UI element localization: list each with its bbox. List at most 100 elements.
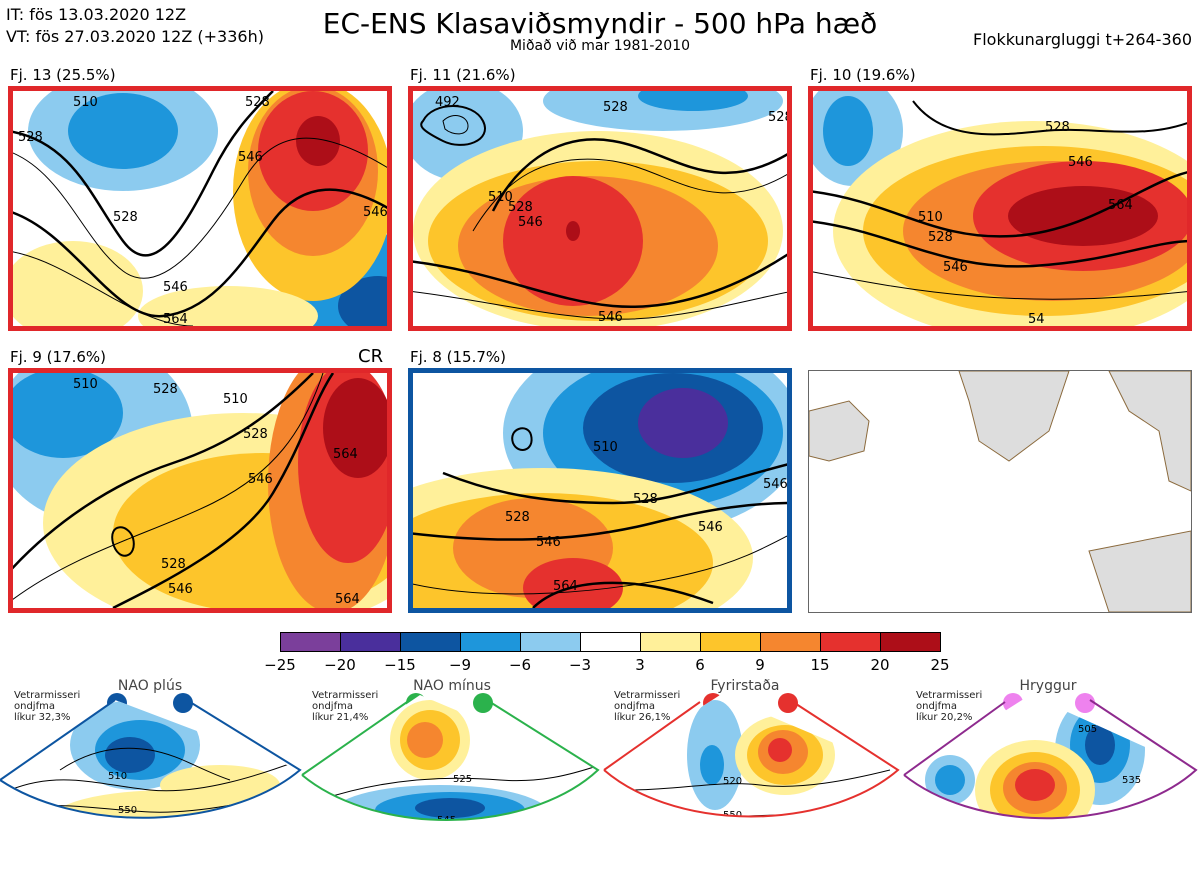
- colorbar-cell: [340, 632, 401, 652]
- contour-label: 510: [73, 377, 98, 392]
- regime-title-3: Fyrirstaða: [710, 678, 780, 694]
- contour-label: 564: [163, 312, 188, 326]
- empty-map-svg: [808, 370, 1192, 613]
- contour-label: 528: [928, 230, 953, 245]
- contour-label: 528: [603, 100, 628, 115]
- contour-label: 528: [245, 95, 270, 110]
- map-panel-5: 510 528 546 546 564 528 546: [408, 368, 792, 613]
- regime-note-4: Vetrarmisseri ondjfma líkur 20,2%: [916, 690, 982, 723]
- map-panel-1-svg: 510 528 546 528 546 564 546 528: [13, 91, 387, 326]
- map-panel-2-svg: 492 528 510 528 546 528 546: [413, 91, 787, 326]
- regime-contour-label: 520: [723, 776, 742, 787]
- regime-dot: [473, 693, 493, 713]
- regime-contour-label: 505: [1078, 724, 1097, 735]
- colorbar-cell: [280, 632, 341, 652]
- colorbar-cell: [580, 632, 641, 652]
- regime-contour-label: 510: [108, 771, 127, 782]
- map-panel-empty: [808, 370, 1192, 613]
- contour-label: 528: [161, 557, 186, 572]
- regime-contour-label: 560: [738, 833, 757, 844]
- regime-dot: [778, 693, 798, 713]
- contour-label: 54: [1028, 312, 1045, 326]
- contour-label: 528: [18, 130, 43, 145]
- regime-dot: [173, 693, 193, 713]
- map-panel-3: 528 546 510 528 546 564 54: [808, 86, 1192, 331]
- map-panel-4-svg: 510 528 510 528 546 564 528 546 564: [13, 373, 387, 608]
- regime-map-3: 520 550 560: [604, 695, 898, 844]
- contour-label: 564: [553, 579, 578, 594]
- contour-label: 546: [168, 582, 193, 597]
- colorbar-tick-label: −3: [568, 656, 592, 674]
- colorbar-tick-label: 25: [930, 656, 950, 674]
- colorbar-tick-label: −9: [448, 656, 472, 674]
- cr-label: CR: [358, 346, 384, 367]
- regime-frame-3: [603, 699, 900, 818]
- init-time: IT: fös 13.03.2020 12Z: [6, 5, 187, 24]
- regime-map-2: 525 545 565: [302, 695, 598, 861]
- colorbar-cell: [700, 632, 761, 652]
- contour-label: 546: [763, 477, 787, 492]
- contour-label: 528: [153, 382, 178, 397]
- map-panel-4: 510 528 510 528 546 564 528 546 564: [8, 368, 392, 613]
- header-times: IT: fös 13.03.2020 12Z VT: fös 27.03.202…: [6, 4, 264, 48]
- regime-note-line: ondjfma: [614, 701, 655, 712]
- contour-label: 546: [536, 535, 561, 550]
- colorbar-tick-label: 15: [810, 656, 830, 674]
- regime-note-line: Vetrarmisseri: [312, 690, 379, 701]
- colorbar-cell: [760, 632, 821, 652]
- contour-label: 564: [1108, 198, 1133, 213]
- colorbar-cell: [460, 632, 521, 652]
- panel-label-5: Fj. 8 (15.7%): [410, 348, 506, 366]
- map-panel-5-svg: 510 528 546 546 564 528 546: [413, 373, 787, 608]
- colorbar-tick-label: −6: [508, 656, 532, 674]
- colorbar-tick-label: −25: [264, 656, 296, 674]
- panel-label-4: Fj. 9 (17.6%): [10, 348, 106, 366]
- contour-label: 546: [363, 205, 387, 220]
- regime-contour-label: 535: [1122, 775, 1141, 786]
- colorbar-cell: [640, 632, 701, 652]
- regime-note-1: Vetrarmisseri ondjfma líkur 32,3%: [14, 690, 80, 723]
- colorbar-tick-label: 3: [635, 656, 645, 674]
- regime-note-line: líkur 32,3%: [14, 712, 71, 723]
- contour-label: 564: [333, 447, 358, 462]
- contour-label: 528: [505, 510, 530, 525]
- map-panel-2: 492 528 510 528 546 528 546: [408, 86, 792, 331]
- contour-label: 528: [633, 492, 658, 507]
- colorbar-cell: [520, 632, 581, 652]
- contour-label: 546: [248, 472, 273, 487]
- contour-label: 528: [768, 110, 787, 125]
- colorbar-tick-label: 9: [755, 656, 765, 674]
- regime-note-line: ondjfma: [916, 701, 957, 712]
- contour-label: 492: [435, 95, 460, 110]
- regime-map-1: 510 550: [0, 700, 300, 818]
- regime-note-line: líkur 20,2%: [916, 712, 973, 723]
- contour-label: 546: [163, 280, 188, 295]
- map-panel-1: 510 528 546 528 546 564 546 528: [8, 86, 392, 331]
- colorbar-cell: [880, 632, 941, 652]
- regime-note-line: ondjfma: [312, 701, 353, 712]
- colorbar-tick-label: −20: [324, 656, 356, 674]
- regime-frame-1: [0, 699, 302, 819]
- regime-note-3: Vetrarmisseri ondjfma líkur 26,1%: [614, 690, 680, 723]
- regime-map-4: 505 535 560: [904, 695, 1196, 819]
- contour-label: 546: [518, 215, 543, 230]
- colorbar-cell: [400, 632, 461, 652]
- page-title: EC-ENS Klasaviðsmyndir - 500 hPa hæð: [322, 7, 878, 40]
- contour-label: 510: [918, 210, 943, 225]
- contour-label: 546: [1068, 155, 1093, 170]
- page-subtitle: Miðað við mar 1981-2010: [509, 38, 691, 54]
- regime-frame-4: [903, 699, 1198, 820]
- contour-label: 510: [593, 440, 618, 455]
- classification-window: Flokkunargluggi t+264-360: [973, 30, 1192, 49]
- contour-label: 510: [73, 95, 98, 110]
- regime-note-line: Vetrarmisseri: [916, 690, 983, 701]
- regime-title-1: NAO plús: [117, 678, 183, 694]
- regime-note-line: Vetrarmisseri: [14, 690, 81, 701]
- panel-label-2: Fj. 11 (21.6%): [410, 66, 516, 84]
- regime-contour-label: 565: [448, 850, 467, 861]
- colorbar-tick-label: 6: [695, 656, 705, 674]
- contour-label: 528: [113, 210, 138, 225]
- valid-time: VT: fös 27.03.2020 12Z (+336h): [6, 27, 264, 46]
- regime-contour-label: 550: [723, 810, 742, 821]
- regime-contour-label: 550: [118, 805, 137, 816]
